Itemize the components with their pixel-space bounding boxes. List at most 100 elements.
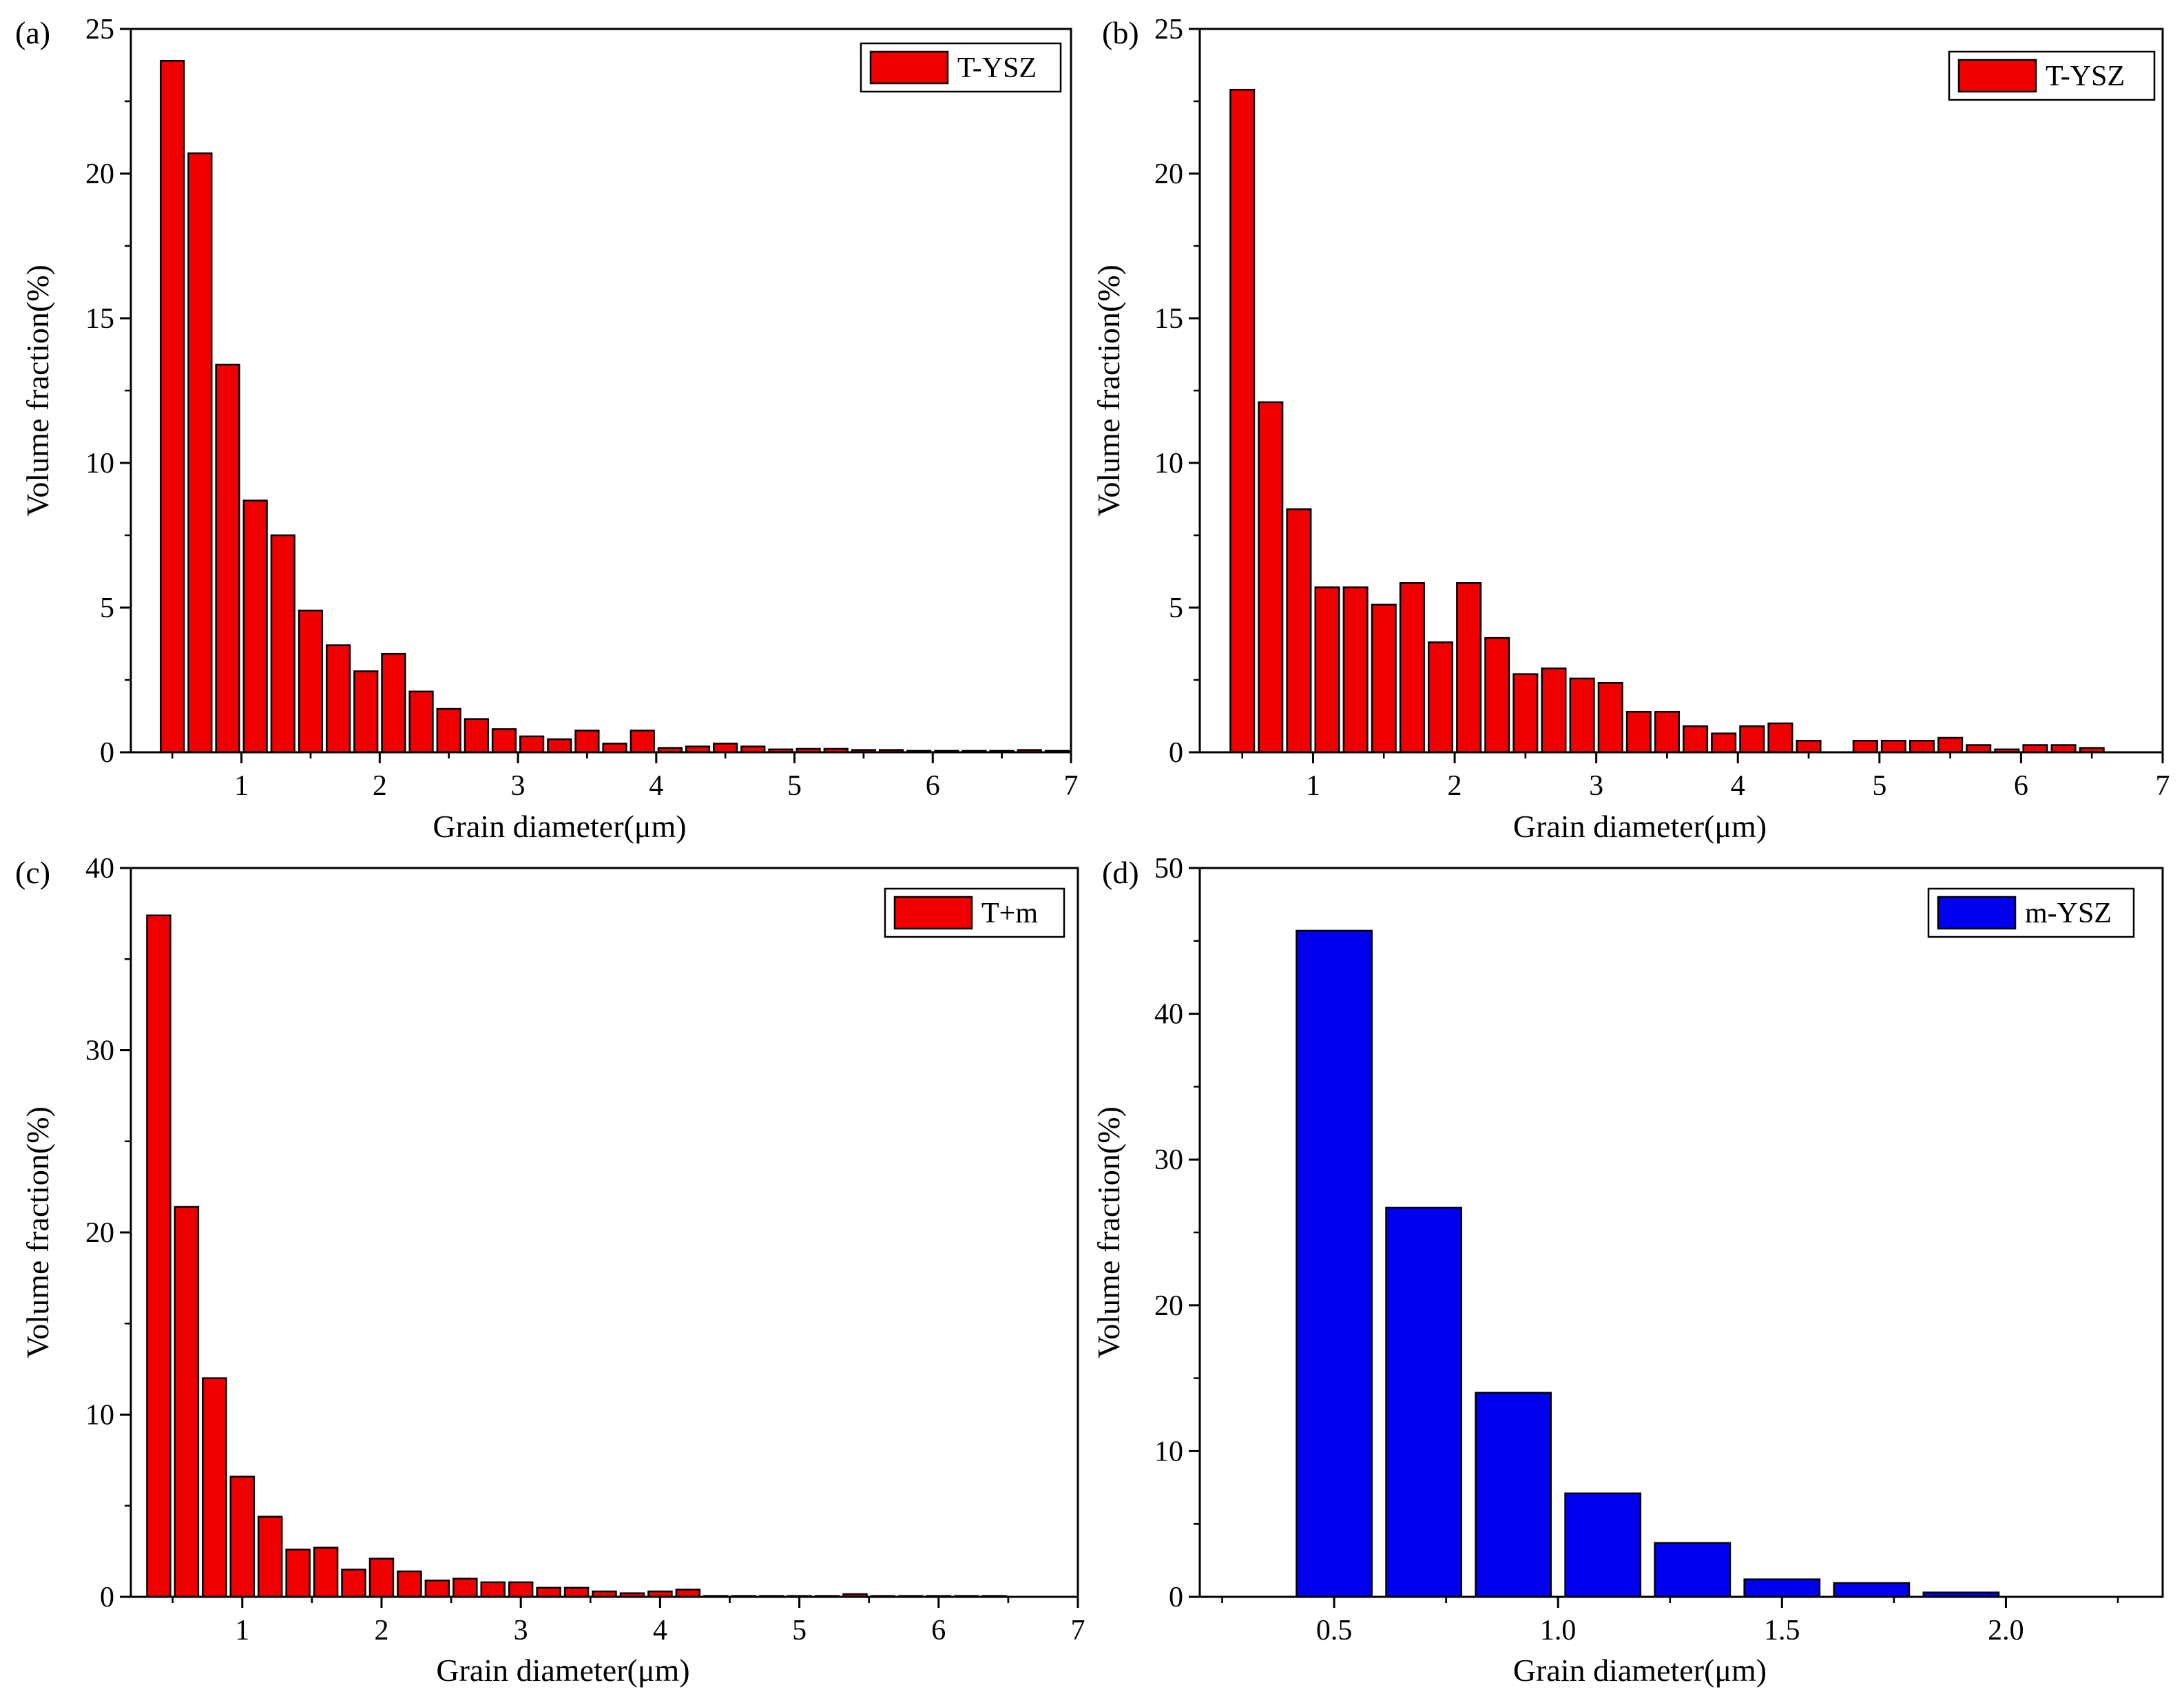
- panel-c: 0 10 20 30 40 1 2 3 4 5 6 7 Grain diameter(μm) Volume…: [15, 853, 1085, 1688]
- bar: [160, 59, 185, 754]
- x-tick-label: 5: [787, 770, 802, 802]
- bar: [480, 1581, 506, 1598]
- y-tick-label: 5: [100, 592, 114, 624]
- x-tick-label: 3: [514, 1615, 528, 1646]
- legend: T+m: [884, 887, 1065, 938]
- bar: [1484, 637, 1510, 754]
- y-tick-label: 10: [1154, 448, 1183, 479]
- x-tick-label: 5: [1872, 770, 1886, 802]
- bar: [1229, 88, 1256, 754]
- panel-label: (c): [15, 855, 50, 890]
- panel-d: 0 10 20 30 40 50 0.5 1.0 1.5 2.0 Grain diameter(μm…: [1091, 853, 2164, 1688]
- y-tick-label: 5: [1169, 592, 1183, 624]
- bar: [1711, 732, 1737, 754]
- bar: [242, 499, 268, 754]
- y-tick-label: 10: [85, 1400, 114, 1432]
- panel-label: (a): [15, 15, 50, 50]
- bar: [1683, 725, 1709, 754]
- bar: [397, 1570, 422, 1598]
- bar: [381, 652, 406, 754]
- x-tick-label: 2.0: [1988, 1615, 2024, 1646]
- bar: [574, 730, 600, 754]
- bar: [1654, 710, 1680, 754]
- bar: [298, 609, 324, 754]
- bar: [1569, 677, 1595, 754]
- y-tick-label: 10: [1154, 1436, 1183, 1467]
- panel-label: (d): [1102, 855, 1139, 890]
- bar: [1625, 710, 1652, 754]
- bar: [713, 743, 738, 754]
- bar: [1654, 1542, 1731, 1598]
- legend-swatch: [869, 50, 949, 85]
- y-tick-label: 20: [85, 158, 114, 190]
- bar: [341, 1569, 366, 1598]
- bar: [602, 743, 627, 754]
- y-tick-label: 30: [1154, 1144, 1183, 1176]
- bar: [1564, 1492, 1642, 1598]
- legend: T-YSZ: [860, 42, 1062, 93]
- x-axis-title: Grain diameter(μm): [1513, 1653, 1767, 1688]
- bar: [1880, 739, 1906, 754]
- bar: [270, 534, 295, 754]
- bar: [1399, 582, 1425, 754]
- bar: [1427, 641, 1454, 754]
- x-tick-label: 1: [234, 770, 249, 802]
- bar: [1296, 929, 1373, 1598]
- bar: [313, 1547, 339, 1598]
- y-tick-label: 0: [1169, 737, 1183, 769]
- bar: [1342, 586, 1369, 754]
- bar: [1258, 401, 1284, 754]
- y-axis-title: Volume fraction(%): [1091, 1106, 1126, 1358]
- x-tick-label: 1: [1306, 770, 1320, 802]
- bar: [1833, 1582, 1911, 1598]
- bar: [1796, 739, 1822, 754]
- bar: [187, 152, 213, 754]
- x-tick-label: 5: [792, 1615, 807, 1646]
- legend-swatch: [1937, 896, 2017, 930]
- x-tick-label: 1.0: [1540, 1615, 1577, 1646]
- y-tick-label: 0: [100, 1582, 114, 1613]
- x-tick-label: 3: [1589, 770, 1603, 802]
- bar: [436, 707, 461, 754]
- y-tick-label: 20: [1154, 1290, 1183, 1322]
- bar: [1286, 508, 1312, 754]
- bar: [547, 738, 572, 754]
- bar: [2022, 744, 2048, 754]
- bar: [1909, 739, 1935, 754]
- panel-b: 0 5 10 15 20 25 1 2 3 4 5 6 7 Grain diameter(μm) Volum…: [1091, 14, 2170, 844]
- x-tick-label: 2: [373, 770, 387, 802]
- x-axis-title: Grain diameter(μm): [433, 809, 686, 844]
- bar: [508, 1581, 534, 1598]
- y-axis-title: Volume fraction(%): [20, 265, 55, 517]
- x-tick-label: 1: [235, 1615, 249, 1646]
- y-tick-label: 20: [85, 1217, 114, 1249]
- bar: [453, 1578, 478, 1598]
- panel-label: (b): [1102, 15, 1139, 50]
- legend-label: m-YSZ: [2025, 898, 2112, 929]
- x-tick-label: 2: [374, 1615, 388, 1646]
- x-tick-label: 6: [931, 1615, 946, 1646]
- bar: [630, 730, 655, 754]
- bar: [1512, 673, 1539, 754]
- x-tick-label: 2: [1448, 770, 1462, 802]
- bar: [2050, 744, 2077, 754]
- bar: [675, 1589, 701, 1598]
- y-tick-label: 50: [1154, 853, 1183, 885]
- x-tick-label: 4: [649, 770, 663, 802]
- bar: [146, 914, 171, 1598]
- bar: [257, 1516, 283, 1598]
- bar: [285, 1548, 311, 1598]
- bar: [1541, 667, 1567, 754]
- y-axis-title: Volume fraction(%): [20, 1106, 55, 1358]
- x-tick-label: 1.5: [1764, 1615, 1800, 1646]
- bar: [353, 670, 379, 754]
- legend: m-YSZ: [1927, 887, 2135, 938]
- bar: [408, 690, 434, 754]
- legend-label: T+m: [981, 898, 1038, 929]
- x-axis-title: Grain diameter(μm): [436, 1653, 689, 1688]
- bar: [1456, 582, 1482, 754]
- x-tick-label: 7: [1071, 1615, 1085, 1646]
- bar: [1937, 736, 1964, 754]
